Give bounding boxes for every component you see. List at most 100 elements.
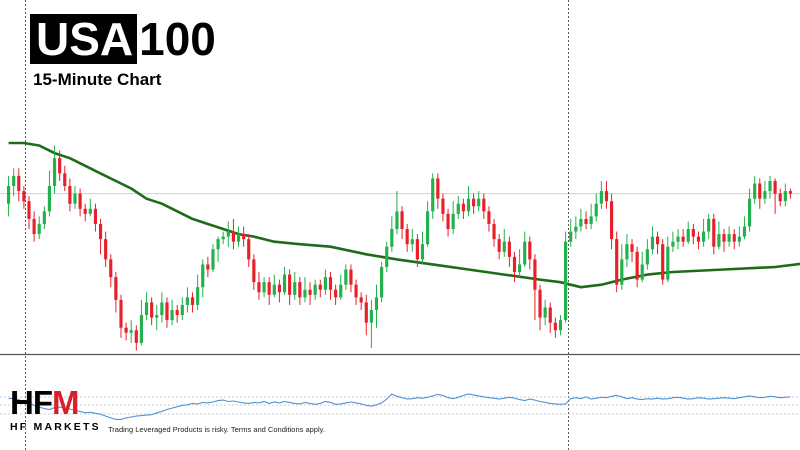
chart-title: USA 100: [30, 14, 216, 64]
candle: [83, 203, 87, 222]
candle-body: [364, 302, 368, 323]
candle: [364, 294, 368, 336]
candle-body: [185, 297, 189, 305]
candle-body: [22, 191, 26, 202]
candle-body: [579, 218, 583, 227]
candle: [328, 272, 333, 300]
candle-body: [155, 315, 159, 318]
candle: [574, 216, 578, 240]
candle-body: [267, 282, 271, 295]
candle: [58, 150, 62, 181]
candle-body: [369, 309, 373, 323]
candle: [610, 193, 614, 250]
candle: [170, 299, 174, 326]
title-symbol-boxed: USA: [30, 14, 138, 64]
candle: [242, 226, 246, 247]
candle-body: [553, 322, 557, 331]
candle: [390, 216, 394, 252]
candle-body: [727, 234, 731, 242]
candle: [185, 287, 189, 313]
candle-body: [170, 309, 174, 321]
candle: [78, 188, 82, 217]
candle-body: [124, 327, 128, 333]
candle-body: [758, 183, 762, 199]
candle-body: [732, 234, 736, 242]
candle: [712, 213, 716, 255]
candle: [543, 299, 547, 326]
candle-body: [73, 193, 77, 204]
candle: [165, 297, 169, 328]
candle: [732, 229, 736, 250]
candle-body: [129, 330, 133, 333]
candle: [308, 282, 312, 305]
candle: [426, 201, 430, 247]
candle-body: [584, 218, 588, 224]
candle: [17, 168, 21, 202]
candle: [211, 244, 215, 273]
candle: [461, 198, 465, 219]
candle: [339, 274, 343, 300]
candle-body: [262, 282, 266, 293]
candle-body: [395, 211, 399, 230]
candle: [472, 193, 476, 214]
candle-body: [318, 284, 322, 290]
candle: [753, 175, 757, 204]
candle-body: [52, 158, 57, 187]
candle: [262, 277, 266, 298]
candle-body: [298, 282, 302, 298]
candle: [523, 231, 527, 267]
candle: [415, 234, 419, 267]
candle-body: [93, 208, 98, 224]
candle: [334, 284, 338, 305]
candle: [594, 193, 598, 222]
candle: [645, 239, 649, 270]
candle-body: [451, 213, 455, 230]
candle-body: [242, 234, 246, 240]
candle: [385, 241, 389, 273]
logo-letters: HF: [10, 384, 53, 421]
candle-body: [282, 274, 287, 293]
candle-body: [236, 234, 241, 242]
candle: [139, 299, 144, 346]
candle-body: [768, 180, 772, 192]
candle: [180, 297, 184, 321]
candle-body: [502, 241, 506, 252]
candle-body: [83, 208, 87, 214]
hfm-logo: HFM HF MARKETS: [10, 384, 101, 434]
candle: [354, 279, 358, 305]
candle-body: [594, 203, 598, 217]
candle: [272, 274, 276, 298]
candle-body: [252, 259, 256, 283]
candle: [160, 292, 164, 323]
candle: [150, 297, 154, 326]
candle: [640, 251, 644, 283]
candle-body: [477, 198, 481, 207]
candle-body: [385, 246, 389, 267]
candle-body: [334, 289, 338, 298]
candle: [109, 254, 113, 288]
candle: [318, 279, 322, 298]
candle-body: [206, 264, 210, 270]
candle-body: [27, 201, 31, 219]
candle-body: [175, 309, 179, 316]
candle-body: [431, 178, 435, 212]
candle: [456, 196, 460, 219]
candle-body: [543, 307, 547, 318]
candle-body: [650, 236, 655, 250]
candle-body: [58, 158, 62, 174]
candle: [783, 183, 787, 207]
candle: [405, 223, 409, 252]
candle-body: [466, 198, 471, 212]
candle-body: [604, 191, 609, 202]
candle: [763, 180, 767, 204]
candle-body: [257, 282, 261, 293]
candle-body: [37, 223, 41, 235]
oscillator-line: [8, 393, 791, 420]
candle-body: [47, 186, 52, 212]
candle: [22, 186, 26, 209]
candle-body: [610, 201, 614, 240]
candle-body: [783, 191, 787, 202]
candle: [717, 221, 721, 250]
candle-body: [190, 297, 195, 305]
candle: [655, 231, 660, 255]
